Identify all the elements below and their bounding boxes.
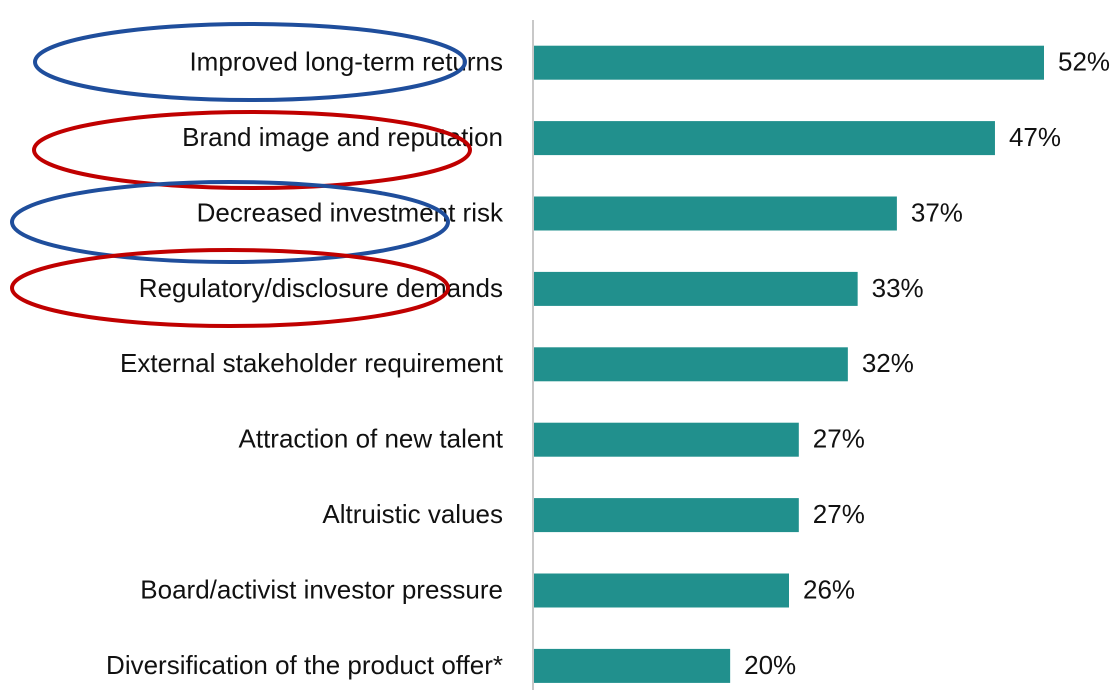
bar (534, 196, 897, 231)
value-label: 32% (862, 348, 914, 378)
value-label: 47% (1009, 122, 1061, 152)
highlight-ellipse (33, 22, 467, 102)
bar (534, 121, 995, 156)
value-label: 37% (911, 197, 963, 227)
value-label: 27% (813, 499, 865, 529)
bar (534, 573, 789, 608)
bar (534, 347, 848, 382)
category-label: External stakeholder requirement (120, 348, 504, 378)
bar (534, 648, 731, 683)
value-label: 52% (1058, 47, 1110, 77)
bar (534, 271, 858, 306)
value-label: 33% (872, 273, 924, 303)
category-label: Decreased investment risk (197, 197, 504, 227)
highlight-ellipse (32, 110, 472, 190)
annotations (10, 22, 472, 328)
category-label: Altruistic values (322, 499, 503, 529)
bar (534, 422, 799, 457)
value-label: 26% (803, 574, 855, 604)
highlight-ellipse (10, 180, 450, 264)
value-label: 20% (744, 650, 796, 680)
category-label: Improved long-term returns (189, 47, 503, 77)
category-label: Diversification of the product offer* (106, 650, 503, 680)
highlight-ellipse (10, 248, 450, 328)
plot: Improved long-term returns 52% Brand image… (106, 45, 1110, 683)
bar (534, 498, 799, 533)
category-label: Attraction of new talent (239, 424, 504, 454)
category-label: Board/activist investor pressure (140, 574, 503, 604)
value-label: 27% (813, 424, 865, 454)
bar (534, 45, 1044, 80)
category-label: Brand image and reputation (182, 122, 503, 152)
